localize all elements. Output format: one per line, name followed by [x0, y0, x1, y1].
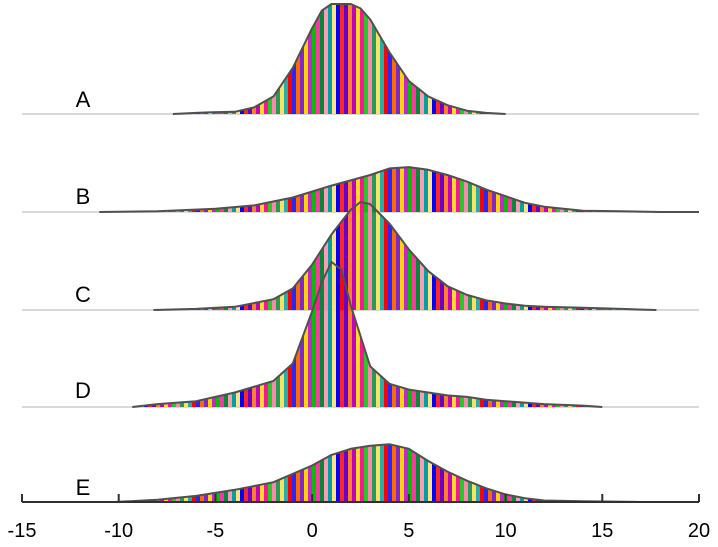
ridge-A: A	[22, 3, 699, 115]
density-fill-C	[153, 202, 657, 310]
x-tick-label: 20	[688, 520, 710, 542]
row-label-B: B	[76, 184, 91, 209]
x-tick-label: -10	[104, 520, 133, 542]
density-outline-E	[114, 443, 642, 503]
x-tick-label: 10	[494, 520, 516, 542]
row-label-D: D	[75, 378, 91, 403]
ridge-E: E	[22, 443, 699, 503]
x-tick-label: 5	[403, 520, 414, 542]
density-outline-D	[132, 261, 603, 408]
row-label-C: C	[75, 282, 91, 307]
ridge-D: D	[22, 261, 699, 408]
density-fill-D	[132, 262, 603, 407]
row-label-E: E	[76, 475, 91, 500]
density-fill-B	[99, 167, 699, 212]
x-axis: -15 -10 -5 0 5 10 15 20	[8, 494, 710, 542]
ridges: A B C D E	[22, 3, 699, 503]
ridge-C: C	[22, 201, 699, 311]
density-fill-E	[114, 444, 642, 502]
density-outline-B	[99, 166, 699, 213]
x-tick-label: 15	[591, 520, 613, 542]
x-tick-label: -5	[207, 520, 225, 542]
row-label-A: A	[76, 87, 91, 112]
density-outline-C	[153, 201, 657, 311]
x-tick-label: -15	[8, 520, 37, 542]
density-fill-A	[172, 4, 506, 114]
density-outline-A	[172, 3, 506, 115]
x-tick-label: 0	[307, 520, 318, 542]
